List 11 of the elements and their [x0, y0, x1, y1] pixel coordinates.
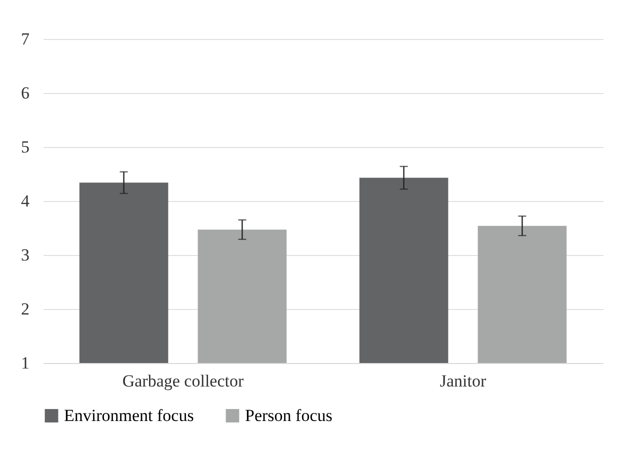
y-tick-label: 6 [21, 84, 30, 102]
y-tick-label: 2 [21, 300, 30, 318]
y-tick-label: 4 [21, 192, 30, 210]
x-tick-label: Garbage collector [122, 372, 244, 390]
x-tick-label: Janitor [440, 372, 486, 390]
y-tick-label: 5 [21, 138, 30, 156]
legend-label: Environment focus [64, 406, 194, 425]
y-tick-label: 3 [21, 246, 30, 264]
y-tick-label: 7 [21, 30, 30, 48]
legend-label: Person focus [245, 406, 332, 425]
y-tick-label: 1 [21, 354, 30, 372]
